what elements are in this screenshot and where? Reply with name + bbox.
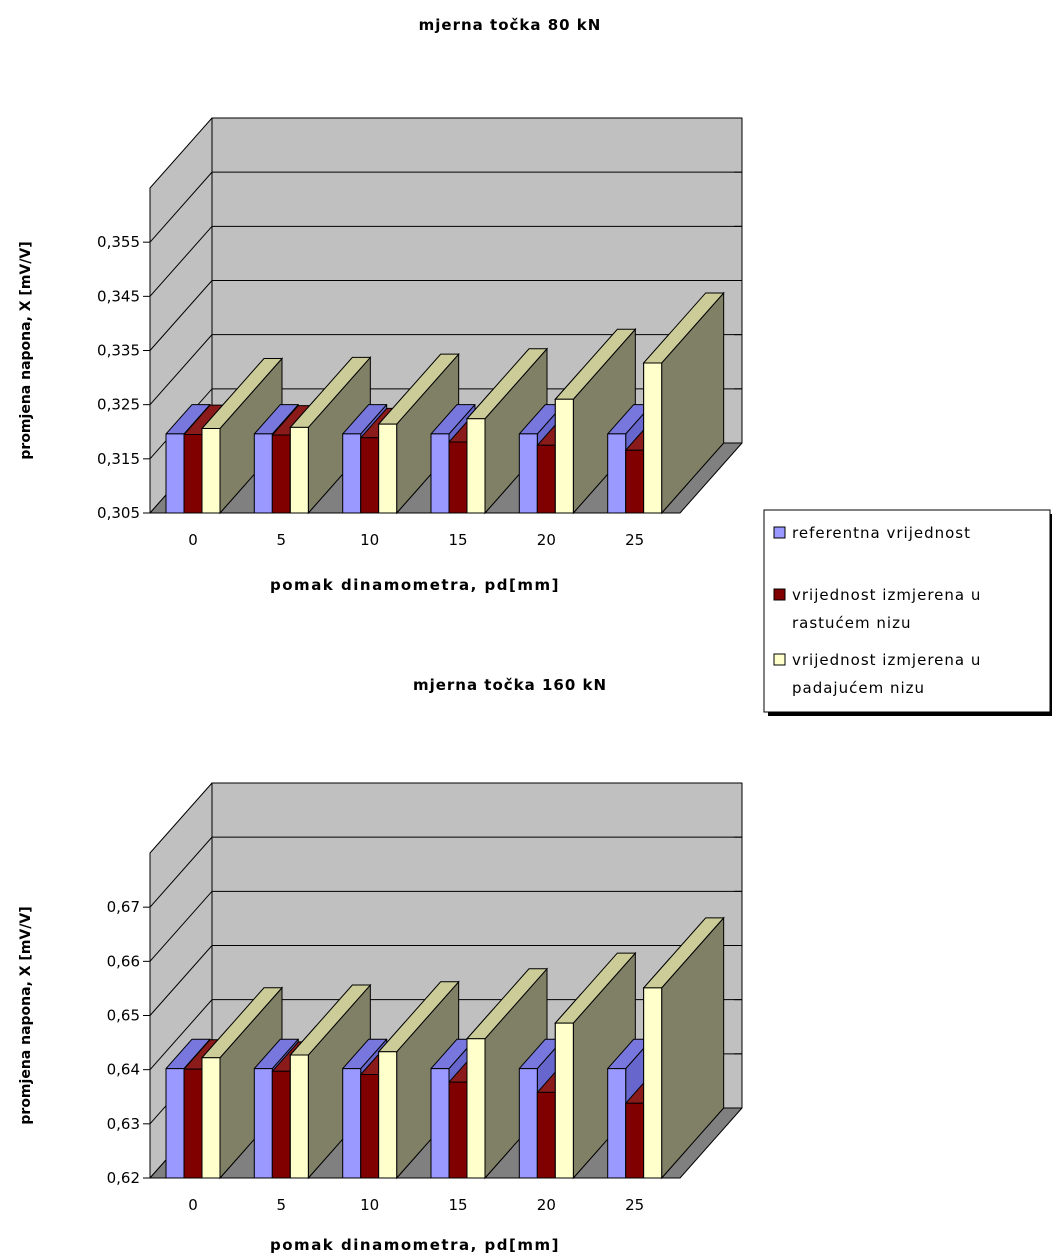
bar-s2-5-front: [271, 434, 291, 514]
gridline: [149, 890, 742, 962]
y-tick-label: 0,67: [107, 898, 140, 916]
bar-s2-20-front: [536, 444, 556, 514]
bar-s1-0-front: [165, 1068, 185, 1179]
legend-label: vrijednost izmjerena u: [792, 651, 981, 669]
gridline: [149, 171, 742, 243]
bar-s3-0-panel-front: [201, 428, 221, 514]
bar-s1-10-front: [342, 433, 362, 514]
y-tick-label: 0,64: [107, 1061, 140, 1079]
x-tick-label: 0: [188, 531, 198, 549]
gridline: [149, 999, 742, 1070]
bar-s3-15-panel-front: [466, 1038, 486, 1179]
x-tick-label: 10: [360, 531, 379, 549]
gridline: [149, 945, 742, 1016]
y-tick-label: 0,305: [97, 504, 140, 522]
y-tick-label: 0,355: [97, 233, 140, 251]
y-tick-label: 0,66: [107, 952, 140, 970]
x-tick-label: 5: [277, 531, 287, 549]
x-axis-label: pomak dinamometra, pd[mm]: [270, 576, 560, 594]
x-tick-label: 20: [537, 531, 556, 549]
bar-s2-0-front: [183, 434, 203, 514]
bar-s3-20-panel-front: [554, 1022, 574, 1179]
bar-s2-10-front: [360, 1074, 380, 1179]
bar-s1-15-front: [430, 1068, 450, 1179]
legend-label: vrijednost izmjerena u: [792, 586, 981, 604]
bar-s3-25-panel-front: [643, 987, 663, 1179]
bar-s3-25-panel-front: [643, 362, 663, 514]
x-tick-label: 5: [277, 1196, 287, 1214]
y-tick-label: 0,315: [97, 450, 140, 468]
y-tick-label: 0,65: [107, 1007, 140, 1025]
gridline: [149, 225, 742, 297]
legend: referentna vrijednost vrijednost izmjeren…: [763, 509, 1052, 716]
x-tick-label: 10: [360, 1196, 379, 1214]
y-tick-label: 0,63: [107, 1115, 140, 1133]
x-tick-label: 20: [537, 1196, 556, 1214]
bar-s2-10-front: [360, 437, 380, 514]
bar-s1-25-front: [607, 433, 627, 514]
bar-s3-5-panel-front: [289, 426, 309, 514]
y-axis-label: promjena napona, X [mV/V]: [18, 906, 34, 1124]
legend-swatch: [773, 653, 786, 666]
bar-s2-15-front: [448, 1081, 468, 1179]
bar-s2-5-front: [271, 1070, 291, 1179]
chart-160kn: 0,62 0,63 0,64 0,65 0,66 0,67 0 5 10 15 20 25 mjerna…: [18, 676, 743, 1254]
bar-s2-25-front: [625, 1102, 645, 1179]
y-axis-label: promjena napona, X [mV/V]: [18, 241, 34, 459]
bar-s3-15-panel-front: [466, 418, 486, 514]
x-tick-label: 25: [625, 1196, 644, 1214]
bar-s1-5-front: [253, 1068, 273, 1179]
legend-box: [763, 509, 1051, 713]
chart-title: mjerna točka 160 kN: [413, 676, 607, 694]
bar-s3-10-panel-front: [378, 423, 398, 514]
y-tick-label: 0,345: [97, 287, 140, 305]
bar-s2-20-front: [536, 1091, 556, 1179]
bar-s3-0-panel-front: [201, 1057, 221, 1179]
chart-title: mjerna točka 80 kN: [419, 16, 602, 34]
legend-swatch: [773, 526, 786, 539]
bar-s1-5-front: [253, 433, 273, 514]
legend-label: referentna vrijednost: [792, 524, 971, 542]
bar-s1-10-front: [342, 1068, 362, 1179]
x-tick-label: 0: [188, 1196, 198, 1214]
y-tick-label: 0,62: [107, 1169, 140, 1187]
x-tick-label: 15: [448, 1196, 467, 1214]
bar-s2-25-front: [625, 449, 645, 514]
legend-swatch: [773, 588, 786, 601]
x-axis-label: pomak dinamometra, pd[mm]: [270, 1236, 560, 1254]
gridline: [149, 836, 742, 908]
bar-s1-15-front: [430, 433, 450, 514]
legend-label: padajućem nizu: [792, 679, 925, 697]
bar-s1-20-front: [518, 433, 538, 514]
gridline: [149, 334, 742, 405]
bar-s2-0-front: [183, 1068, 203, 1179]
legend-label: rastućem nizu: [792, 614, 911, 632]
y-tick-label: 0,325: [97, 396, 140, 414]
chart-80kn: 0,305 0,315 0,325 0,335 0,345 0,355 0 5 10 15 20 25…: [18, 16, 743, 594]
bar-s3-10-panel-front: [378, 1051, 398, 1179]
x-tick-label: 15: [448, 531, 467, 549]
bar-s3-20-panel-front: [554, 398, 574, 514]
bar-s2-15-front: [448, 441, 468, 514]
x-tick-label: 25: [625, 531, 644, 549]
bar-s1-20-front: [518, 1068, 538, 1179]
gridline: [149, 280, 742, 351]
y-tick-label: 0,335: [97, 342, 140, 360]
bar-s1-0-front: [165, 433, 185, 514]
bar-s1-25-front: [607, 1068, 627, 1179]
bar-s3-5-panel-front: [289, 1054, 309, 1179]
